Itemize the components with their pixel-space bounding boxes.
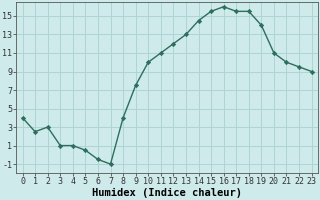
X-axis label: Humidex (Indice chaleur): Humidex (Indice chaleur): [92, 188, 242, 198]
